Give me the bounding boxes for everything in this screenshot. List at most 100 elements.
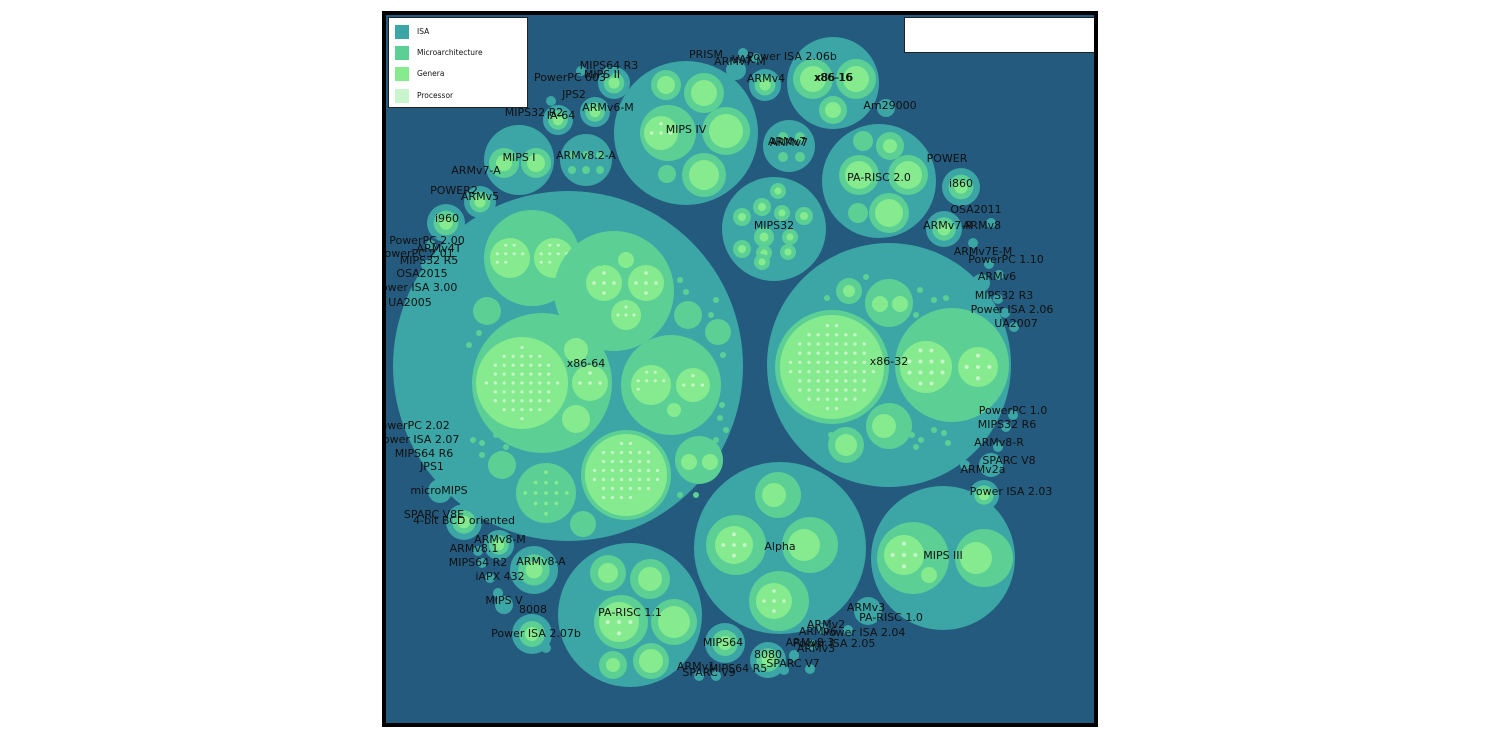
genera: [759, 79, 771, 91]
processor-dot: [653, 379, 657, 383]
micro: [795, 132, 805, 142]
isa-small: [779, 665, 789, 675]
minor-node: [548, 437, 554, 443]
genera-large: [780, 315, 884, 419]
minor-node: [683, 289, 689, 295]
label-prism: PRISM: [689, 48, 723, 61]
processor-dot: [548, 252, 552, 256]
genera: [761, 653, 775, 667]
processor-dot: [538, 408, 542, 412]
processor-dot: [598, 381, 602, 385]
processor-dot: [602, 281, 606, 285]
minor-node: [719, 402, 725, 408]
processor-dot: [616, 608, 622, 613]
micro: [596, 151, 604, 159]
label-armv6_ish: ARMv6: [799, 625, 837, 638]
processor-dot: [548, 243, 552, 247]
processor-dot: [601, 468, 606, 473]
processor-dot: [523, 491, 528, 495]
processor-dot: [610, 468, 615, 473]
genera: [691, 80, 717, 106]
micro: [778, 132, 788, 142]
micro: [570, 511, 596, 537]
isa-small: [439, 250, 449, 260]
micro: [658, 165, 676, 183]
isa-small: [817, 624, 827, 634]
processor-dot: [871, 360, 876, 365]
processor-dot: [520, 381, 524, 385]
processor-dot: [628, 441, 633, 446]
label-armv7e_m: ARMv7E-M: [954, 245, 1013, 258]
minor-node: [723, 427, 729, 433]
processor-dot: [834, 333, 839, 337]
legend-item-microarchitecture: Microarchitecture: [395, 45, 483, 60]
label-iapx432: iAPX 432: [475, 570, 524, 583]
processor-dot: [612, 281, 616, 285]
label-mips-iv: MIPS IV: [666, 123, 707, 136]
processor-dot: [544, 511, 548, 516]
processor-dot: [782, 599, 786, 603]
processor-dot: [610, 459, 615, 464]
processor-dot: [538, 399, 542, 403]
processor-dot: [547, 381, 551, 385]
processor-dot: [901, 564, 907, 569]
processor-dot: [610, 486, 615, 491]
processor-dot: [862, 342, 866, 346]
processor-dot: [816, 379, 820, 383]
processor-dot: [619, 495, 624, 500]
processor-dot: [862, 360, 866, 365]
isa-small: [1001, 422, 1011, 432]
genera: [759, 232, 769, 242]
processor-dot: [807, 360, 811, 365]
processor-dot: [798, 369, 802, 374]
processor-dot: [645, 370, 649, 374]
processor-dot: [619, 477, 624, 482]
genera: [564, 338, 588, 362]
label-armv7: ARMv7: [770, 136, 808, 149]
processor-dot: [668, 131, 673, 135]
label-mips32_r6: MIPS32 R6: [978, 418, 1037, 431]
genera: [618, 252, 634, 268]
processor-dot: [653, 370, 657, 374]
processor-dot: [548, 260, 552, 264]
minor-node: [677, 492, 683, 498]
processor-dot: [529, 381, 533, 385]
genera: [845, 161, 873, 189]
processor-dot: [544, 480, 548, 485]
processor-dot: [538, 372, 542, 376]
processor-dot: [538, 363, 542, 367]
processor-dot: [825, 333, 830, 337]
processor-dot: [628, 459, 633, 464]
processor-dot: [619, 459, 624, 464]
processor-dot: [602, 291, 606, 295]
label-powerpc_200: PowerPC 2.00: [389, 234, 465, 247]
processor-dot: [659, 121, 663, 126]
processor-dot: [940, 359, 945, 364]
processor-dot: [628, 477, 633, 482]
minor-node: [913, 444, 919, 450]
processor-dot: [502, 408, 506, 412]
label-power_isa_207b: Power ISA 2.07b: [491, 627, 581, 640]
processor-dot: [834, 388, 839, 392]
label-armv8_m: ARMv8-M: [474, 533, 526, 546]
label-armv7_r: ARMv7-R: [923, 219, 973, 232]
processor-dot: [853, 342, 857, 346]
minor-node: [713, 297, 719, 303]
processor-dot: [529, 363, 533, 367]
processor-dot: [825, 379, 830, 383]
genera: [658, 606, 690, 638]
processor-dot: [929, 348, 934, 353]
processor-dot: [844, 360, 848, 365]
label-sparc_v8: SPARC V8: [982, 454, 1035, 467]
processor-dot: [807, 333, 811, 337]
genera: [978, 489, 990, 501]
label-power: POWER: [927, 152, 968, 165]
label-armv8_1: ARMv8.1: [450, 542, 499, 555]
processor-dot: [646, 459, 651, 464]
processor-dot: [807, 397, 811, 401]
processor-dot: [853, 360, 857, 365]
minor-node: [708, 312, 714, 318]
processor-dot: [502, 390, 506, 394]
processor-dot: [853, 388, 857, 392]
processor-dot: [798, 379, 802, 383]
